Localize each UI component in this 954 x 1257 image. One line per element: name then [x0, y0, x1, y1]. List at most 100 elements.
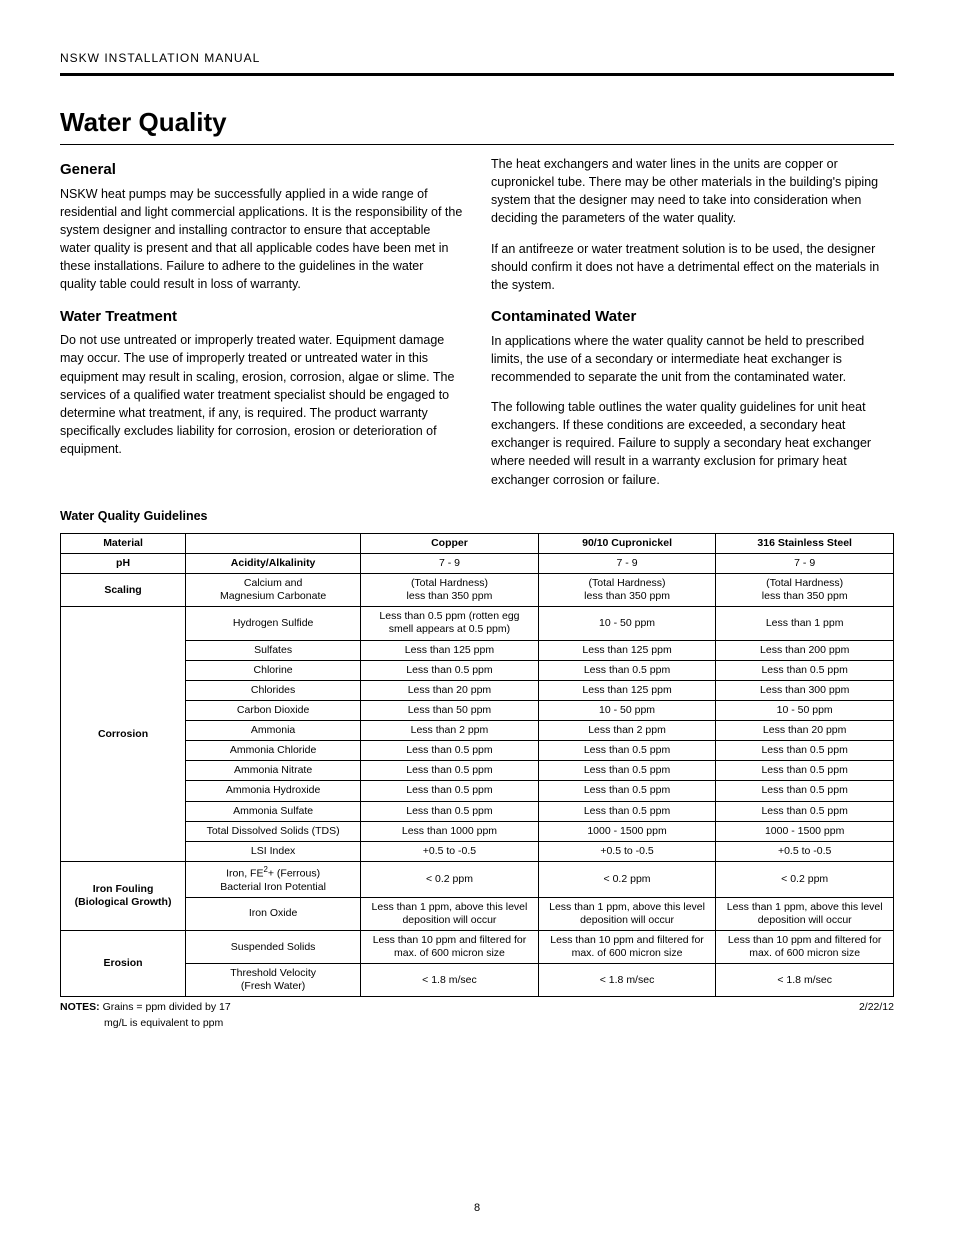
row-ironfouling-0-v0: < 0.2 ppm: [361, 861, 539, 897]
row-corrosion-10-param: Total Dissolved Solids (TDS): [186, 821, 361, 841]
row-corrosion-0-param: Hydrogen Sulfide: [186, 607, 361, 640]
row-ph-param: Acidity/Alkalinity: [186, 553, 361, 573]
heading-contaminated: Contaminated Water: [491, 306, 894, 328]
row-corrosion-5-v0: Less than 2 ppm: [361, 721, 539, 741]
row-erosion-label: Erosion: [61, 930, 186, 997]
water-quality-table: Material Copper90/10 Cupronickel316 Stain…: [60, 533, 894, 998]
notes-label: NOTES:: [60, 1001, 100, 1013]
row-ironfouling-0-v2: < 0.2 ppm: [716, 861, 894, 897]
row-corrosion-9-v0: Less than 0.5 ppm: [361, 801, 539, 821]
page-title: Water Quality: [60, 104, 894, 145]
row-corrosion-3-param: Chlorides: [186, 680, 361, 700]
row-erosion-1-v2: < 1.8 m/sec: [716, 964, 894, 997]
row-corrosion-3-v0: Less than 20 ppm: [361, 680, 539, 700]
row-corrosion-7-v1: Less than 0.5 ppm: [538, 761, 716, 781]
row-erosion-0-v0: Less than 10 ppm and filtered for max. o…: [361, 930, 539, 963]
row-corrosion-8-v2: Less than 0.5 ppm: [716, 781, 894, 801]
para-treatment-1: Do not use untreated or improperly treat…: [60, 331, 463, 458]
th-copper: Copper: [361, 533, 539, 553]
heading-treatment: Water Treatment: [60, 306, 463, 328]
row-corrosion-10-v1: 1000 - 1500 ppm: [538, 821, 716, 841]
row-corrosion-5-param: Ammonia: [186, 721, 361, 741]
row-corrosion-6-param: Ammonia Chloride: [186, 741, 361, 761]
row-corrosion-2-v2: Less than 0.5 ppm: [716, 660, 894, 680]
row-corrosion-4-v1: 10 - 50 ppm: [538, 700, 716, 720]
row-erosion-0-param: Suspended Solids: [186, 930, 361, 963]
row-erosion-1-param: Threshold Velocity(Fresh Water): [186, 964, 361, 997]
row-corrosion-11-v0: +0.5 to -0.5: [361, 841, 539, 861]
row-corrosion-6-v1: Less than 0.5 ppm: [538, 741, 716, 761]
row-erosion-1-v0: < 1.8 m/sec: [361, 964, 539, 997]
notes-date: 2/22/12: [859, 1000, 894, 1030]
row-scaling-label: Scaling: [61, 574, 186, 607]
row-corrosion-11-param: LSI Index: [186, 841, 361, 861]
row-corrosion-10-v2: 1000 - 1500 ppm: [716, 821, 894, 841]
notes-line-2: mg/L is equivalent to ppm: [104, 1016, 231, 1031]
row-corrosion-8-v0: Less than 0.5 ppm: [361, 781, 539, 801]
row-corrosion-0-v0: Less than 0.5 ppm (rotten egg smell appe…: [361, 607, 539, 640]
page-number: 8: [60, 1201, 894, 1217]
row-corrosion-5-v2: Less than 20 ppm: [716, 721, 894, 741]
row-corrosion-11-v2: +0.5 to -0.5: [716, 841, 894, 861]
para-contaminated-1: In applications where the water quality …: [491, 332, 894, 386]
row-ph-v2: 7 - 9: [716, 553, 894, 573]
row-corrosion-7-v0: Less than 0.5 ppm: [361, 761, 539, 781]
row-ironfouling-0-param: Iron, FE2+ (Ferrous)Bacterial Iron Poten…: [186, 861, 361, 897]
row-corrosion-1-v1: Less than 125 ppm: [538, 640, 716, 660]
row-corrosion-10-v0: Less than 1000 ppm: [361, 821, 539, 841]
table-notes: NOTES: Grains = ppm divided by 17 mg/L i…: [60, 1000, 894, 1030]
row-erosion-0-v1: Less than 10 ppm and filtered for max. o…: [538, 930, 716, 963]
row-ironfouling-1-v1: Less than 1 ppm, above this level deposi…: [538, 897, 716, 930]
row-scaling-v1: (Total Hardness)less than 350 ppm: [538, 574, 716, 607]
row-scaling-v0: (Total Hardness)less than 350 ppm: [361, 574, 539, 607]
heading-general: General: [60, 159, 463, 181]
row-erosion-1-v1: < 1.8 m/sec: [538, 964, 716, 997]
row-corrosion-6-v2: Less than 0.5 ppm: [716, 741, 894, 761]
th-stainless: 316 Stainless Steel: [716, 533, 894, 553]
th-material: Material: [61, 533, 186, 553]
running-header: NSKW INSTALLATION MANUAL: [60, 50, 894, 76]
row-corrosion-1-v2: Less than 200 ppm: [716, 640, 894, 660]
notes-line-1: Grains = ppm divided by 17: [103, 1001, 231, 1013]
row-corrosion-label: Corrosion: [61, 607, 186, 862]
para-treatment-2: The heat exchangers and water lines in t…: [491, 155, 894, 228]
row-ironfouling-0-v1: < 0.2 ppm: [538, 861, 716, 897]
row-corrosion-3-v2: Less than 300 ppm: [716, 680, 894, 700]
para-contaminated-2: The following table outlines the water q…: [491, 398, 894, 489]
row-corrosion-4-v2: 10 - 50 ppm: [716, 700, 894, 720]
row-corrosion-8-param: Ammonia Hydroxide: [186, 781, 361, 801]
row-ph-v1: 7 - 9: [538, 553, 716, 573]
row-corrosion-11-v1: +0.5 to -0.5: [538, 841, 716, 861]
row-corrosion-8-v1: Less than 0.5 ppm: [538, 781, 716, 801]
row-ph-v0: 7 - 9: [361, 553, 539, 573]
row-corrosion-4-param: Carbon Dioxide: [186, 700, 361, 720]
row-corrosion-5-v1: Less than 2 ppm: [538, 721, 716, 741]
row-corrosion-9-param: Ammonia Sulfate: [186, 801, 361, 821]
row-corrosion-6-v0: Less than 0.5 ppm: [361, 741, 539, 761]
th-cupronickel: 90/10 Cupronickel: [538, 533, 716, 553]
row-ironfouling-1-param: Iron Oxide: [186, 897, 361, 930]
row-ph-label: pH: [61, 553, 186, 573]
row-scaling-param: Calcium andMagnesium Carbonate: [186, 574, 361, 607]
row-erosion-0-v2: Less than 10 ppm and filtered for max. o…: [716, 930, 894, 963]
row-corrosion-9-v2: Less than 0.5 ppm: [716, 801, 894, 821]
row-ironfouling-label: Iron Fouling(Biological Growth): [61, 861, 186, 930]
row-corrosion-9-v1: Less than 0.5 ppm: [538, 801, 716, 821]
row-corrosion-1-v0: Less than 125 ppm: [361, 640, 539, 660]
para-treatment-3: If an antifreeze or water treatment solu…: [491, 240, 894, 294]
para-general-1: NSKW heat pumps may be successfully appl…: [60, 185, 463, 294]
row-corrosion-0-v2: Less than 1 ppm: [716, 607, 894, 640]
row-corrosion-0-v1: 10 - 50 ppm: [538, 607, 716, 640]
row-ironfouling-1-v2: Less than 1 ppm, above this level deposi…: [716, 897, 894, 930]
row-scaling-v2: (Total Hardness)less than 350 ppm: [716, 574, 894, 607]
row-corrosion-7-v2: Less than 0.5 ppm: [716, 761, 894, 781]
row-corrosion-7-param: Ammonia Nitrate: [186, 761, 361, 781]
th-blank: [186, 533, 361, 553]
table-title: Water Quality Guidelines: [60, 507, 894, 525]
row-corrosion-4-v0: Less than 50 ppm: [361, 700, 539, 720]
row-ironfouling-1-v0: Less than 1 ppm, above this level deposi…: [361, 897, 539, 930]
row-corrosion-2-param: Chlorine: [186, 660, 361, 680]
row-corrosion-3-v1: Less than 125 ppm: [538, 680, 716, 700]
row-corrosion-2-v1: Less than 0.5 ppm: [538, 660, 716, 680]
row-corrosion-1-param: Sulfates: [186, 640, 361, 660]
